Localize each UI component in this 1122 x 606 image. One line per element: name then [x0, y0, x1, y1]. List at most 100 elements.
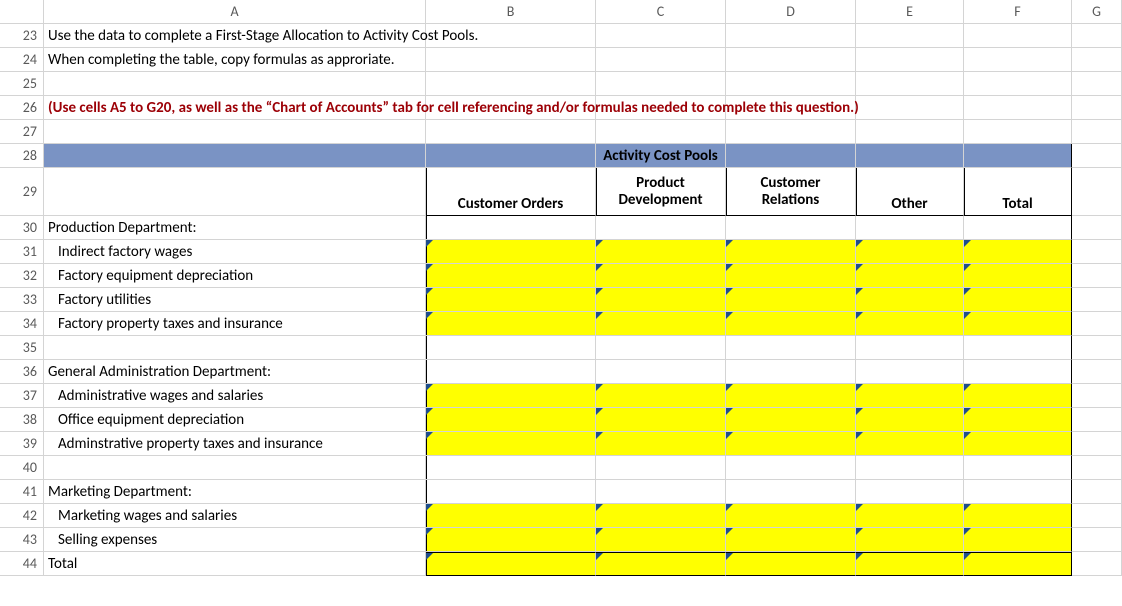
cell-F36[interactable]: [964, 360, 1072, 384]
cell-F33[interactable]: [964, 288, 1072, 312]
cell-A23[interactable]: Use the data to complete a First-Stage A…: [44, 24, 426, 48]
cell-A39[interactable]: Adminstrative property taxes and insuran…: [44, 432, 426, 456]
cell-F23[interactable]: [964, 24, 1072, 48]
col-header-product-development[interactable]: ProductDevelopment: [596, 168, 726, 216]
cell-D32[interactable]: [726, 264, 856, 288]
cell-G36[interactable]: [1072, 360, 1122, 384]
cell-G30[interactable]: [1072, 216, 1122, 240]
cell-E27[interactable]: [856, 120, 964, 144]
cell-F39[interactable]: [964, 432, 1072, 456]
row-header-37[interactable]: 37: [0, 384, 44, 408]
cell-G35[interactable]: [1072, 336, 1122, 360]
row-header-43[interactable]: 43: [0, 528, 44, 552]
select-all-corner[interactable]: [0, 0, 44, 24]
cell-A26[interactable]: (Use cells A5 to G20, as well as the “Ch…: [44, 96, 426, 120]
cell-B31[interactable]: [426, 240, 596, 264]
cell-A41[interactable]: Marketing Department:: [44, 480, 426, 504]
cell-C27[interactable]: [596, 120, 726, 144]
cell-B25[interactable]: [426, 72, 596, 96]
cell-E43[interactable]: [856, 528, 964, 552]
activity-cost-pools-banner[interactable]: Activity Cost Pools: [596, 144, 726, 168]
col-header-other[interactable]: Other: [856, 168, 964, 216]
row-header-38[interactable]: 38: [0, 408, 44, 432]
column-header-F[interactable]: F: [964, 0, 1072, 24]
cell-B32[interactable]: [426, 264, 596, 288]
cell-C23[interactable]: [596, 24, 726, 48]
row-header-25[interactable]: 25: [0, 72, 44, 96]
cell-A25[interactable]: [44, 72, 426, 96]
cell-A33[interactable]: Factory utilities: [44, 288, 426, 312]
cell-E31[interactable]: [856, 240, 964, 264]
cell-G34[interactable]: [1072, 312, 1122, 336]
cell-D25[interactable]: [726, 72, 856, 96]
cell-C44[interactable]: [596, 552, 726, 576]
row-header-23[interactable]: 23: [0, 24, 44, 48]
cell-B27[interactable]: [426, 120, 596, 144]
cell-F43[interactable]: [964, 528, 1072, 552]
col-header-customer-orders[interactable]: Customer Orders: [426, 168, 596, 216]
cell-B24[interactable]: [426, 48, 596, 72]
cell-F28[interactable]: [964, 144, 1072, 168]
cell-G44[interactable]: [1072, 552, 1122, 576]
cell-E23[interactable]: [856, 24, 964, 48]
cell-D39[interactable]: [726, 432, 856, 456]
cell-C32[interactable]: [596, 264, 726, 288]
cell-B28[interactable]: [426, 144, 596, 168]
cell-E36[interactable]: [856, 360, 964, 384]
cell-A32[interactable]: Factory equipment depreciation: [44, 264, 426, 288]
cell-D30[interactable]: [726, 216, 856, 240]
cell-E35[interactable]: [856, 336, 964, 360]
cell-E33[interactable]: [856, 288, 964, 312]
cell-F44[interactable]: [964, 552, 1072, 576]
cell-F40[interactable]: [964, 456, 1072, 480]
cell-D24[interactable]: [726, 48, 856, 72]
row-header-36[interactable]: 36: [0, 360, 44, 384]
cell-B34[interactable]: [426, 312, 596, 336]
cell-A37[interactable]: Administrative wages and salaries: [44, 384, 426, 408]
row-header-39[interactable]: 39: [0, 432, 44, 456]
cell-A29[interactable]: [44, 168, 426, 216]
row-header-26[interactable]: 26: [0, 96, 44, 120]
cell-D44[interactable]: [726, 552, 856, 576]
cell-B30[interactable]: [426, 216, 596, 240]
cell-A27[interactable]: [44, 120, 426, 144]
cell-B37[interactable]: [426, 384, 596, 408]
cell-G39[interactable]: [1072, 432, 1122, 456]
cell-F24[interactable]: [964, 48, 1072, 72]
cell-E44[interactable]: [856, 552, 964, 576]
cell-E39[interactable]: [856, 432, 964, 456]
cell-A44[interactable]: Total: [44, 552, 426, 576]
cell-G41[interactable]: [1072, 480, 1122, 504]
row-header-34[interactable]: 34: [0, 312, 44, 336]
cell-D43[interactable]: [726, 528, 856, 552]
cell-G28[interactable]: [1072, 144, 1122, 168]
cell-C39[interactable]: [596, 432, 726, 456]
cell-F37[interactable]: [964, 384, 1072, 408]
cell-A38[interactable]: Office equipment depreciation: [44, 408, 426, 432]
column-header-B[interactable]: B: [426, 0, 596, 24]
cell-G43[interactable]: [1072, 528, 1122, 552]
cell-B33[interactable]: [426, 288, 596, 312]
cell-E25[interactable]: [856, 72, 964, 96]
cell-F35[interactable]: [964, 336, 1072, 360]
cell-A36[interactable]: General Administration Department:: [44, 360, 426, 384]
cell-B35[interactable]: [426, 336, 596, 360]
column-header-A[interactable]: A: [44, 0, 426, 24]
cell-D33[interactable]: [726, 288, 856, 312]
cell-C36[interactable]: [596, 360, 726, 384]
cell-D28[interactable]: [726, 144, 856, 168]
cell-E41[interactable]: [856, 480, 964, 504]
cell-A28[interactable]: [44, 144, 426, 168]
col-header-total[interactable]: Total: [964, 168, 1072, 216]
cell-F42[interactable]: [964, 504, 1072, 528]
row-header-33[interactable]: 33: [0, 288, 44, 312]
cell-B36[interactable]: [426, 360, 596, 384]
cell-C38[interactable]: [596, 408, 726, 432]
cell-C41[interactable]: [596, 480, 726, 504]
row-header-30[interactable]: 30: [0, 216, 44, 240]
cell-E32[interactable]: [856, 264, 964, 288]
cell-E42[interactable]: [856, 504, 964, 528]
cell-B38[interactable]: [426, 408, 596, 432]
column-header-E[interactable]: E: [856, 0, 964, 24]
cell-C42[interactable]: [596, 504, 726, 528]
